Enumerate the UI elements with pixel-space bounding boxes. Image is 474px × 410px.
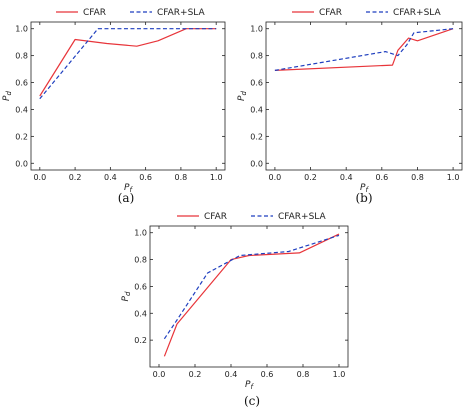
x-tick-label: 1.0	[210, 173, 223, 182]
figure-caption: (b)	[355, 191, 372, 205]
y-tick-label: 0.4	[134, 309, 147, 318]
x-tick-label: 0.0	[153, 370, 166, 379]
y-tick-label: 0.8	[134, 256, 147, 265]
y-tick-label: 0.6	[134, 282, 147, 291]
y-tick-label: 0.2	[15, 132, 28, 141]
x-tick-label: 0.4	[104, 173, 117, 182]
y-tick-label: 0.6	[15, 79, 28, 88]
figure-caption: (a)	[118, 191, 135, 205]
y-axis-label: Pd	[121, 291, 132, 301]
legend-label: CFAR+SLA	[157, 8, 206, 18]
series-line-cfar	[274, 28, 454, 71]
y-tick-label: 0.6	[250, 79, 263, 88]
x-axis-label: Pf	[245, 380, 254, 391]
x-tick-label: 0.4	[225, 370, 238, 379]
x-tick-label: 0.8	[297, 370, 310, 379]
y-tick-label: 1.0	[134, 229, 147, 238]
y-tick-label: 0.2	[250, 132, 263, 141]
y-axis-label: Pd	[237, 91, 248, 101]
series-line-cfar	[163, 233, 340, 357]
y-tick-label: 0.2	[134, 336, 147, 345]
chart-b: 0.0 0.2 0.4 0.6 0.8 1.0 0.0 0.2 0.4 0.6 0.8 1.0 Pf Pd…	[237, 8, 463, 205]
x-tick-label: 0.0	[33, 173, 46, 182]
plot-frame	[149, 225, 349, 368]
x-tick-label: 0.6	[261, 370, 274, 379]
y-axis-label: Pd	[2, 91, 13, 101]
x-tick-label: 1.0	[333, 370, 346, 379]
y-tick-label: 0.0	[250, 159, 263, 168]
x-tick-label: 0.6	[139, 173, 152, 182]
x-tick-label: 0.6	[375, 173, 388, 182]
x-tick-label: 0.8	[175, 173, 188, 182]
figure-caption: (c)	[244, 394, 260, 408]
x-tick-label: 0.0	[269, 173, 282, 182]
x-tick-label: 0.2	[189, 370, 202, 379]
legend-label: CFAR	[319, 8, 342, 18]
series-line-cfar-sla	[274, 28, 454, 71]
x-tick-label: 0.8	[411, 173, 424, 182]
legend-label: CFAR	[83, 8, 106, 18]
legend-label: CFAR	[204, 212, 227, 222]
plot-frame	[265, 21, 463, 171]
x-axis-label: Pf	[360, 183, 369, 194]
y-tick-label: 0.0	[15, 159, 28, 168]
legend-label: CFAR+SLA	[278, 212, 327, 222]
x-tick-label: 1.0	[447, 173, 460, 182]
chart-a: 0.0 0.2 0.4 0.6 0.8 1.0 0.0 0.2 0.4 0.6 0.8 1.0 Pf Pd…	[2, 8, 226, 205]
y-tick-label: 1.0	[250, 25, 263, 34]
y-tick-label: 0.4	[15, 105, 28, 114]
chart-c: 0.0 0.2 0.4 0.6 0.8 1.0 0.2 0.4 0.6 0.8 1.0 Pf Pd CFA…	[121, 212, 349, 408]
x-tick-label: 0.2	[69, 173, 82, 182]
y-tick-label: 0.4	[250, 105, 263, 114]
x-axis-label: Pf	[124, 183, 133, 194]
plot-frame	[30, 21, 226, 171]
y-tick-label: 0.8	[15, 52, 28, 61]
y-tick-label: 0.8	[250, 52, 263, 61]
series-line-cfar-sla	[39, 28, 217, 100]
x-tick-label: 0.4	[340, 173, 353, 182]
x-tick-label: 0.2	[304, 173, 317, 182]
y-tick-label: 1.0	[15, 25, 28, 34]
legend-label: CFAR+SLA	[393, 8, 442, 18]
